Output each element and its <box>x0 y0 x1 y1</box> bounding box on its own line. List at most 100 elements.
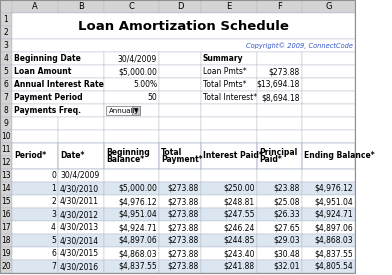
Bar <box>104 247 159 260</box>
Bar <box>104 195 159 208</box>
Text: $250.00: $250.00 <box>223 184 255 193</box>
Text: Loan Amount: Loan Amount <box>14 67 71 76</box>
Text: Interest Paid*: Interest Paid* <box>203 152 263 161</box>
Bar <box>257 260 302 273</box>
Text: $273.88: $273.88 <box>168 210 199 219</box>
Text: $273.88: $273.88 <box>168 262 199 271</box>
Bar <box>257 91 302 104</box>
Bar <box>104 234 159 247</box>
Bar <box>0 169 12 182</box>
Bar <box>159 182 201 195</box>
Bar <box>201 182 257 195</box>
Bar <box>159 130 201 143</box>
Bar <box>104 0 159 13</box>
Bar <box>159 195 201 208</box>
Bar <box>58 104 104 117</box>
Bar <box>58 221 104 234</box>
Bar <box>104 208 159 221</box>
Bar <box>0 39 12 52</box>
Bar <box>12 195 58 208</box>
Bar <box>58 260 104 273</box>
Bar <box>257 13 302 26</box>
Bar <box>201 143 257 169</box>
Bar <box>302 260 355 273</box>
Text: 9: 9 <box>4 119 9 128</box>
Text: $13,694.18: $13,694.18 <box>257 80 300 89</box>
Bar <box>12 130 58 143</box>
Bar <box>257 208 302 221</box>
Text: $4,976.12: $4,976.12 <box>118 197 157 206</box>
Bar <box>12 104 104 117</box>
Text: B: B <box>78 2 84 11</box>
Bar <box>201 117 257 130</box>
Text: $4,951.04: $4,951.04 <box>314 197 353 206</box>
Text: C: C <box>129 2 134 11</box>
Bar <box>58 195 104 208</box>
Text: 7: 7 <box>51 262 56 271</box>
Bar <box>0 221 12 234</box>
Bar <box>12 13 355 39</box>
Bar <box>201 182 257 195</box>
Text: Loan Amortization Schedule: Loan Amortization Schedule <box>78 20 289 32</box>
Bar <box>201 52 257 65</box>
Bar <box>12 143 58 156</box>
Bar <box>104 208 159 221</box>
Text: $4,897.06: $4,897.06 <box>118 236 157 245</box>
Bar <box>159 234 201 247</box>
Bar <box>257 104 302 117</box>
Bar <box>12 260 58 273</box>
Bar <box>201 260 257 273</box>
Bar <box>104 234 159 247</box>
Bar <box>104 143 159 156</box>
Bar <box>104 65 159 78</box>
Bar <box>58 247 104 260</box>
Bar <box>0 234 12 247</box>
Bar <box>257 117 302 130</box>
Bar <box>0 117 12 130</box>
Bar <box>302 117 355 130</box>
Bar <box>58 169 104 182</box>
Bar <box>302 234 355 247</box>
Bar <box>58 221 104 234</box>
Bar <box>12 91 104 104</box>
Text: $246.24: $246.24 <box>223 223 255 232</box>
Text: D: D <box>177 2 183 11</box>
Bar <box>58 0 104 13</box>
Text: $4,837.55: $4,837.55 <box>118 262 157 271</box>
Bar <box>302 247 355 260</box>
Text: Principal: Principal <box>259 148 297 157</box>
Bar <box>159 52 201 65</box>
Bar <box>104 78 159 91</box>
Bar <box>159 130 201 143</box>
Bar <box>104 104 159 117</box>
Text: $273.88: $273.88 <box>168 249 199 258</box>
Text: $4,924.71: $4,924.71 <box>118 223 157 232</box>
Bar <box>201 91 257 104</box>
Text: $273.88: $273.88 <box>168 223 199 232</box>
Bar <box>201 156 257 169</box>
Bar <box>0 143 12 156</box>
Text: Loan Pmts*: Loan Pmts* <box>203 67 247 76</box>
Bar <box>302 0 355 13</box>
Bar <box>201 13 257 26</box>
Bar <box>12 182 58 195</box>
Bar <box>201 104 257 117</box>
Text: 6: 6 <box>4 80 9 89</box>
Text: 5.00%: 5.00% <box>133 80 157 89</box>
Bar <box>302 143 355 169</box>
Bar <box>302 78 355 91</box>
Text: Annually: Annually <box>109 108 140 114</box>
Bar <box>201 26 257 39</box>
Bar <box>58 260 104 273</box>
Bar <box>12 234 58 247</box>
Text: 5: 5 <box>51 236 56 245</box>
Bar <box>58 169 104 182</box>
Bar <box>257 221 302 234</box>
Bar <box>201 260 257 273</box>
Bar <box>159 0 201 13</box>
Bar <box>201 169 257 182</box>
Bar <box>257 104 302 117</box>
Bar <box>12 117 58 130</box>
Text: Beginning Date: Beginning Date <box>14 54 81 63</box>
Bar <box>201 91 257 104</box>
